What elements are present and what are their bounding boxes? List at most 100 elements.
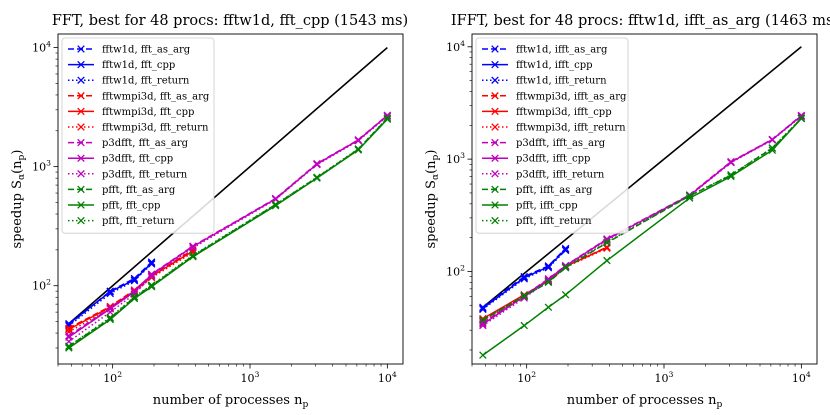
data-point	[544, 303, 553, 312]
data-point	[479, 305, 487, 314]
data-point	[65, 325, 73, 334]
y-axis-label: speedup Sα(np)	[10, 150, 27, 249]
data-point	[479, 316, 487, 324]
legend-item: fftw1d, fft_return	[68, 76, 190, 87]
series-line	[482, 249, 567, 310]
x-axis-label: number of processes np	[567, 393, 723, 410]
y-tick-label: 103	[32, 159, 51, 174]
data-point	[271, 200, 280, 209]
legend-item: p3dfft, ifft_return	[482, 169, 605, 180]
data-point	[797, 114, 806, 122]
legend-item: pfft, ifft_cpp	[482, 201, 578, 212]
legend-marker	[491, 123, 499, 131]
axes-frame	[57, 33, 404, 365]
data-point	[106, 308, 114, 316]
plot-area	[479, 46, 806, 359]
legend-label: fftwmpi3d, fft_return	[102, 123, 209, 134]
legend-item: pfft, fft_as_arg	[68, 185, 176, 196]
data-point	[106, 287, 114, 296]
data-point	[768, 144, 777, 152]
legend-item: fftw1d, fft_as_arg	[68, 45, 191, 56]
legend-box	[475, 37, 629, 234]
data-point	[313, 173, 321, 181]
data-point	[106, 315, 114, 324]
legend: fftw1d, ifft_as_arg fftw1d, ifft_cpp fftw1…	[475, 37, 629, 234]
legend-marker	[491, 76, 499, 84]
legend-marker	[77, 185, 85, 194]
legend-label: fftw1d, ifft_cpp	[516, 60, 593, 71]
legend-marker	[77, 154, 85, 162]
ideal-speedup-line	[68, 46, 388, 325]
legend-item: pfft, ifft_as_arg	[482, 185, 593, 196]
data-point	[313, 160, 321, 169]
axes-frame	[471, 33, 818, 365]
x-tick-label: 102	[517, 370, 536, 385]
series-10	[479, 114, 806, 359]
data-point	[561, 245, 570, 254]
x-tick-label: 103	[241, 370, 260, 385]
data-point	[768, 136, 777, 144]
y-tick-label: 104	[446, 39, 465, 54]
legend-item: pfft, fft_return	[68, 216, 175, 227]
legend-marker	[491, 60, 499, 69]
plot-area	[65, 46, 392, 352]
x-axis-label: number of processes np	[153, 393, 309, 410]
data-point	[383, 114, 392, 122]
legend-item: p3dfft, ifft_cpp	[482, 154, 590, 165]
series-line	[68, 117, 388, 347]
series-line	[68, 261, 153, 326]
legend-item: fftwmpi3d, fft_as_arg	[68, 91, 210, 102]
legend-label: fftw1d, fft_return	[102, 76, 190, 87]
legend-item: fftw1d, fft_cpp	[68, 60, 175, 71]
data-point	[130, 292, 139, 301]
series-5	[65, 248, 197, 336]
data-point	[685, 191, 694, 200]
series-line	[482, 115, 802, 327]
legend-label: pfft, fft_return	[102, 216, 175, 227]
legend-marker	[491, 185, 499, 194]
data-point	[479, 351, 487, 359]
legend-marker	[491, 138, 499, 147]
x-tick-label: 104	[378, 370, 397, 385]
ideal-speedup-line	[482, 46, 802, 308]
data-point	[561, 246, 570, 255]
data-point	[544, 263, 553, 272]
series-8	[479, 112, 806, 330]
legend-label: fftwmpi3d, fft_as_arg	[102, 91, 210, 102]
chart-title: FFT, best for 48 procs: fftw1d, fft_cpp …	[52, 13, 408, 29]
data-point	[147, 260, 156, 268]
data-point	[354, 146, 363, 154]
legend-marker	[491, 92, 499, 100]
legend-label: fftwmpi3d, ifft_return	[516, 123, 626, 134]
legend-label: fftw1d, ifft_return	[516, 76, 607, 87]
data-point	[544, 277, 553, 286]
x-tick-label: 103	[655, 370, 674, 385]
legend-marker	[491, 216, 499, 225]
y-axis-label: speedup Sα(np)	[424, 150, 441, 249]
legend-marker	[77, 138, 85, 147]
legend-marker	[77, 60, 85, 69]
legend-item: fftw1d, ifft_as_arg	[482, 45, 608, 56]
legend-marker	[77, 107, 85, 116]
legend-box	[61, 37, 215, 234]
data-point	[727, 158, 735, 167]
data-point	[727, 171, 735, 179]
legend-item: p3dfft, ifft_as_arg	[482, 138, 606, 149]
series-2	[479, 246, 570, 314]
data-point	[354, 145, 363, 153]
x-tick-label: 102	[103, 370, 122, 385]
legend-item: p3dfft, fft_cpp	[68, 154, 173, 165]
y-tick-label: 103	[446, 151, 465, 166]
legend-marker	[491, 45, 499, 53]
series-line	[68, 115, 388, 343]
legend-item: fftw1d, ifft_cpp	[482, 60, 593, 71]
legend-marker	[491, 201, 499, 209]
data-point	[797, 112, 806, 121]
data-point	[479, 321, 487, 330]
data-point	[561, 263, 570, 272]
y-tick-label: 102	[32, 278, 51, 293]
legend-label: p3dfft, ifft_cpp	[516, 154, 590, 165]
data-point	[479, 303, 487, 312]
data-point	[603, 244, 611, 252]
